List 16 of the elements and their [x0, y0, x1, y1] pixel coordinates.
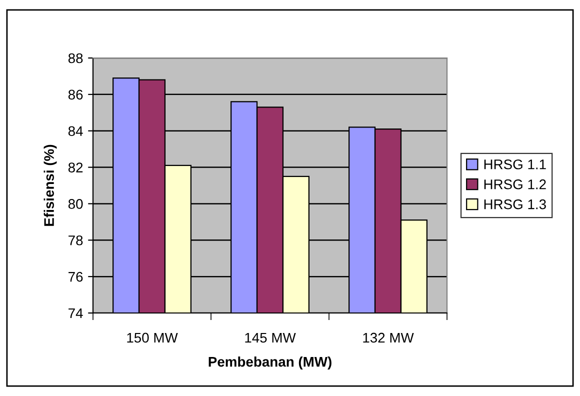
y-tick-label: 80 — [68, 199, 83, 209]
y-tick-label: 78 — [68, 235, 83, 246]
x-tick-label: 150 MW — [127, 332, 178, 343]
x-tick-label: 132 MW — [363, 332, 414, 343]
legend-label: HRSG 1.2 — [484, 179, 546, 190]
y-tick-label: 82 — [68, 162, 83, 172]
y-tick-label: 74 — [68, 308, 83, 318]
y-tick-label: 76 — [68, 272, 83, 282]
y-tick-label: 86 — [68, 90, 83, 100]
y-tick-label: 88 — [68, 53, 83, 64]
x-axis-title: Pembebanan (MW) — [208, 356, 332, 370]
x-tick-label: 145 MW — [245, 332, 296, 343]
y-tick-label: 84 — [68, 126, 83, 136]
legend-label: HRSG 1.3 — [484, 199, 546, 210]
legend-label: HRSG 1.1 — [484, 159, 546, 170]
y-axis-title: Efisiensi (%) — [44, 144, 57, 226]
